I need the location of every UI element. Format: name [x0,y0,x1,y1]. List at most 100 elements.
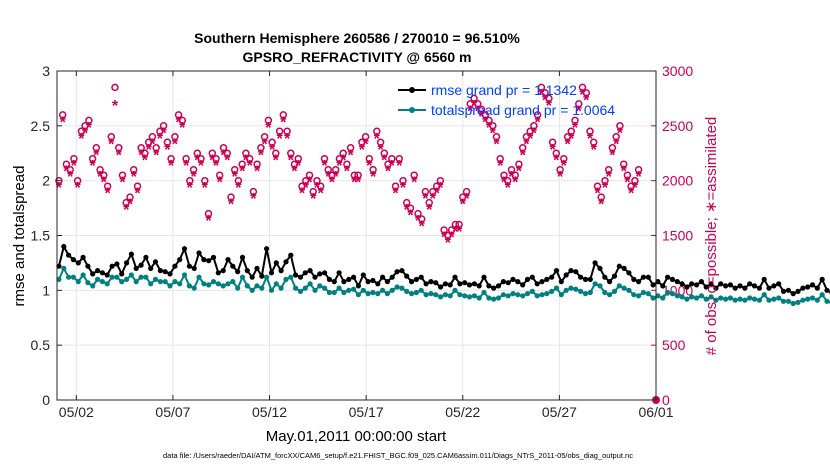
assimilated-point: * [606,169,613,186]
possible-point [402,198,411,207]
assimilated-point: * [258,147,265,164]
data-point [679,294,685,300]
assimilated-point: * [131,169,138,186]
possible-point [380,149,389,158]
data-point [582,291,589,297]
possible-point [328,171,336,179]
data-point [90,271,96,277]
data-point [288,274,294,280]
data-point [756,285,763,291]
assimilated-point: * [482,114,489,131]
possible-point [167,154,175,163]
y-right-tick-label: 0 [662,392,670,408]
data-point [640,289,647,296]
data-point [66,252,72,258]
data-point [61,243,67,250]
data-point [515,279,521,285]
data-point [254,265,260,271]
data-point [418,274,424,280]
possible-point [500,171,508,179]
data-point [143,274,149,280]
data-point [780,288,787,294]
assimilated-point: * [321,158,328,175]
data-point [684,284,690,290]
axis-ticks: 05/02 05/07 05/12 05/17 05/22 05/27 06/0100.51… [31,63,694,420]
data-point [196,250,202,256]
possible-point [343,160,351,168]
possible-point [339,149,347,158]
assimilated-point: * [404,202,411,219]
possible-point [414,209,422,218]
possible-point [234,176,243,185]
data-point [558,279,564,285]
possible-point [429,187,437,196]
data-point [486,295,492,301]
data-point [433,292,439,298]
data-point [631,292,637,298]
data-point [394,269,400,275]
data-point [737,283,743,289]
possible-point [530,122,538,130]
data-point [186,283,192,289]
assimilated-point: * [112,98,119,115]
data-point [380,287,386,293]
data-point [307,268,313,274]
assimilated-point: * [168,158,175,175]
data-point [568,268,574,274]
data-point [124,260,130,266]
assimilated-point: * [568,131,575,148]
data-point [500,279,506,285]
assimilated-point: * [314,180,321,197]
data-point [389,287,395,293]
data-point [679,281,685,287]
assimilated-point: * [250,191,257,208]
assimilated-point: * [306,175,313,192]
x-tick-label: 05/22 [445,404,480,420]
possible-point [324,165,332,174]
possible-point [305,171,314,179]
assimilated-point: * [318,186,325,203]
data-point [578,288,584,294]
possible-point [481,111,490,119]
data-point [800,297,806,303]
assimilated-point: * [445,235,452,252]
assimilated-point: * [613,136,620,153]
possible-point [623,171,632,179]
data-point [805,284,811,290]
possible-point [518,144,527,152]
possible-point [627,182,635,190]
data-point [674,279,680,285]
data-point [491,285,497,291]
assimilated-point: * [172,136,179,153]
data-point [273,260,279,266]
data-point [805,296,811,302]
assimilated-point: * [396,158,403,175]
possible-point [631,176,639,185]
data-point [573,269,579,275]
assimilated-point: * [430,191,437,208]
assimilated-point: * [497,158,504,175]
data-point [534,293,540,299]
assimilated-point: * [512,175,519,192]
chart-subtitle: GPSRO_REFRACTIVITY @ 6560 m [243,49,472,65]
y-tick-label: 0 [42,392,50,408]
data-point [244,283,250,289]
data-point [723,296,729,302]
data-point [510,291,516,297]
data-point [452,274,458,280]
assimilated-point: * [183,158,190,175]
data-point [428,279,434,285]
assimilated-point: * [516,164,523,181]
assimilated-point: * [213,158,220,175]
data-point [428,291,434,297]
data-point [582,276,589,282]
assimilated-point: * [138,147,145,164]
possible-point [369,165,377,174]
possible-point [346,144,355,152]
possible-point [522,133,531,141]
assimilated-point: * [157,131,164,148]
assimilated-point: * [104,186,111,203]
possible-point [503,176,512,185]
data-point [90,283,96,289]
data-point [723,283,729,289]
